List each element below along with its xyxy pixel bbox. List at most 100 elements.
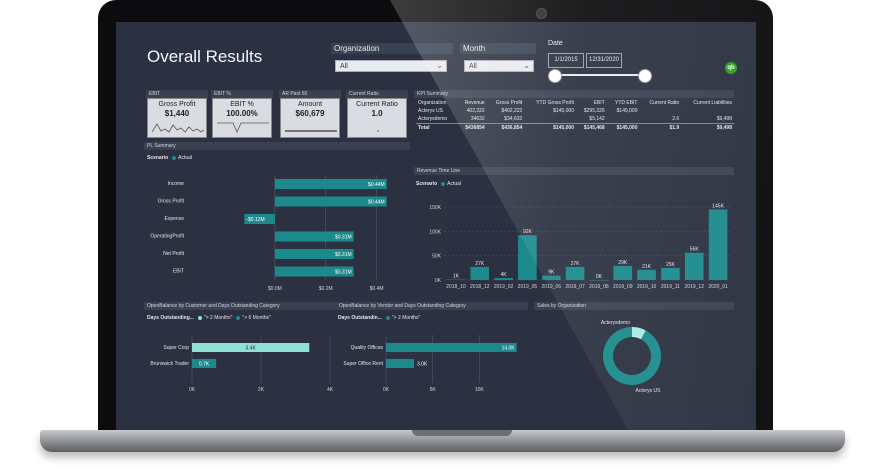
- range-end-handle[interactable]: [638, 69, 652, 83]
- data-label: 0.7K: [199, 362, 210, 368]
- laptop-notch: [412, 430, 512, 436]
- bar[interactable]: [274, 266, 354, 277]
- kpi-summary-label: KPI Summary: [414, 90, 734, 98]
- x-tick-label: 2K: [258, 387, 265, 393]
- x-tick-label: 2019_02: [494, 284, 514, 290]
- bar[interactable]: [274, 249, 354, 259]
- card-value: $60,679: [295, 109, 325, 118]
- bar[interactable]: [541, 275, 561, 280]
- bar[interactable]: [386, 359, 414, 368]
- data-label: 3.0K: [417, 362, 428, 368]
- legend-item: Actual: [178, 155, 193, 161]
- sales-by-organization-chart: Acterysdemo Acterys US: [601, 320, 661, 394]
- card-title: Amount: [297, 101, 323, 108]
- date-range-slider[interactable]: [548, 69, 652, 83]
- bar[interactable]: [613, 265, 633, 280]
- legend-item: "> 2 Months": [391, 315, 421, 321]
- y-tick-label: 50K: [432, 254, 442, 260]
- table-cell: Acterys US: [418, 108, 444, 114]
- laptop-base: [40, 430, 845, 452]
- bar[interactable]: [708, 209, 728, 280]
- end-date-input[interactable]: 12/31/2020: [586, 53, 622, 68]
- x-tick-label: $0.0M: [268, 286, 282, 292]
- table-cell: 2.6: [672, 116, 680, 122]
- bar[interactable]: [470, 266, 490, 280]
- data-label: 9K: [548, 270, 555, 276]
- data-label: 56K: [690, 247, 700, 253]
- bar[interactable]: [274, 179, 387, 189]
- open-balance-customer-legend: Days Outstanding... "> 2 Months" "> 6 Mont…: [147, 315, 271, 321]
- table-column-header[interactable]: YTD EBIT: [614, 100, 638, 106]
- card-title: Gross Profit: [158, 101, 196, 108]
- category-label: Net Profit: [163, 251, 184, 257]
- bar[interactable]: [446, 279, 466, 281]
- data-label: $0.31M: [335, 270, 352, 276]
- bar[interactable]: [565, 266, 585, 280]
- category-label: Quality Offices: [351, 345, 384, 351]
- ar-past-60-sparkline: [285, 130, 337, 132]
- month-dropdown-value: All: [469, 63, 477, 70]
- data-label: 14.0K: [502, 346, 516, 352]
- chevron-down-icon: ⌄: [523, 61, 530, 70]
- bar[interactable]: [518, 235, 537, 280]
- table-cell: [640, 107, 682, 115]
- table-column-header[interactable]: Current Ratio: [649, 100, 680, 106]
- table-column-header[interactable]: YTD Gross Profit: [536, 100, 574, 106]
- bar[interactable]: [684, 252, 704, 280]
- category-label: EBIT: [173, 269, 184, 275]
- x-tick-label: 2019_08: [589, 284, 609, 290]
- bar[interactable]: [589, 280, 609, 281]
- y-tick-label: 0K: [435, 278, 442, 284]
- data-label: $0.44M: [368, 182, 385, 188]
- organization-dropdown[interactable]: All ⌄: [335, 60, 447, 72]
- revenue-timeline-label: Revenue Time Line: [414, 167, 734, 175]
- ebit-percent-sparkline: [217, 122, 269, 133]
- legend-title: Scenario: [416, 181, 438, 187]
- category-label: Gross Profit: [158, 199, 185, 205]
- slice-label: Acterys US: [635, 388, 661, 394]
- table-cell: $145,000: [524, 123, 576, 132]
- bar[interactable]: [274, 196, 387, 207]
- bar[interactable]: [192, 343, 310, 352]
- bar[interactable]: [244, 214, 275, 224]
- data-label: $0.31M: [335, 252, 352, 258]
- table-column-header[interactable]: Gross Profit: [495, 100, 523, 106]
- data-label: 1K: [453, 274, 460, 280]
- card-title: EBIT %: [230, 101, 254, 108]
- data-label: 25K: [666, 262, 676, 268]
- bar[interactable]: [192, 359, 217, 368]
- table-column-header[interactable]: Organization: [418, 100, 447, 106]
- table-column-header[interactable]: Current Liabilities: [693, 100, 732, 106]
- bar[interactable]: [386, 343, 517, 352]
- legend-title: Days Outstanding...: [147, 315, 194, 321]
- donut-slice[interactable]: [603, 327, 661, 385]
- date-filter-label: Date: [548, 40, 563, 47]
- start-date-input[interactable]: 1/1/2015: [548, 53, 584, 68]
- table-column-header[interactable]: Revenue: [464, 100, 485, 106]
- table-cell: $436854: [457, 123, 487, 132]
- bar[interactable]: [661, 267, 680, 280]
- table-cell: $5,142: [589, 116, 605, 122]
- x-tick-label: 2019_06: [542, 284, 562, 290]
- x-tick-label: $0.2M: [319, 286, 333, 292]
- range-start-handle[interactable]: [548, 69, 562, 83]
- table-cell: [681, 107, 734, 115]
- table-column-header[interactable]: EBIT: [593, 100, 605, 106]
- bar[interactable]: [274, 231, 354, 242]
- legend-title: Days Outstandin...: [338, 315, 382, 321]
- data-label: $0.31M: [335, 235, 352, 241]
- bar[interactable]: [637, 269, 656, 280]
- donut-slice[interactable]: [631, 327, 646, 340]
- data-label: 92K: [523, 229, 533, 235]
- bar[interactable]: [494, 278, 513, 280]
- category-label: Super Office Rent: [343, 361, 383, 367]
- table-cell: 34632: [470, 116, 485, 122]
- table-cell: Total: [416, 123, 458, 132]
- category-label: Super Corp: [163, 345, 189, 351]
- webcam: [536, 8, 547, 19]
- ar-past-60-card: Amount $60,679: [280, 98, 340, 138]
- table-cell: [607, 115, 640, 124]
- category-label: Income: [168, 181, 185, 187]
- month-dropdown[interactable]: All ⌄: [464, 60, 534, 72]
- data-label: 27K: [475, 261, 485, 267]
